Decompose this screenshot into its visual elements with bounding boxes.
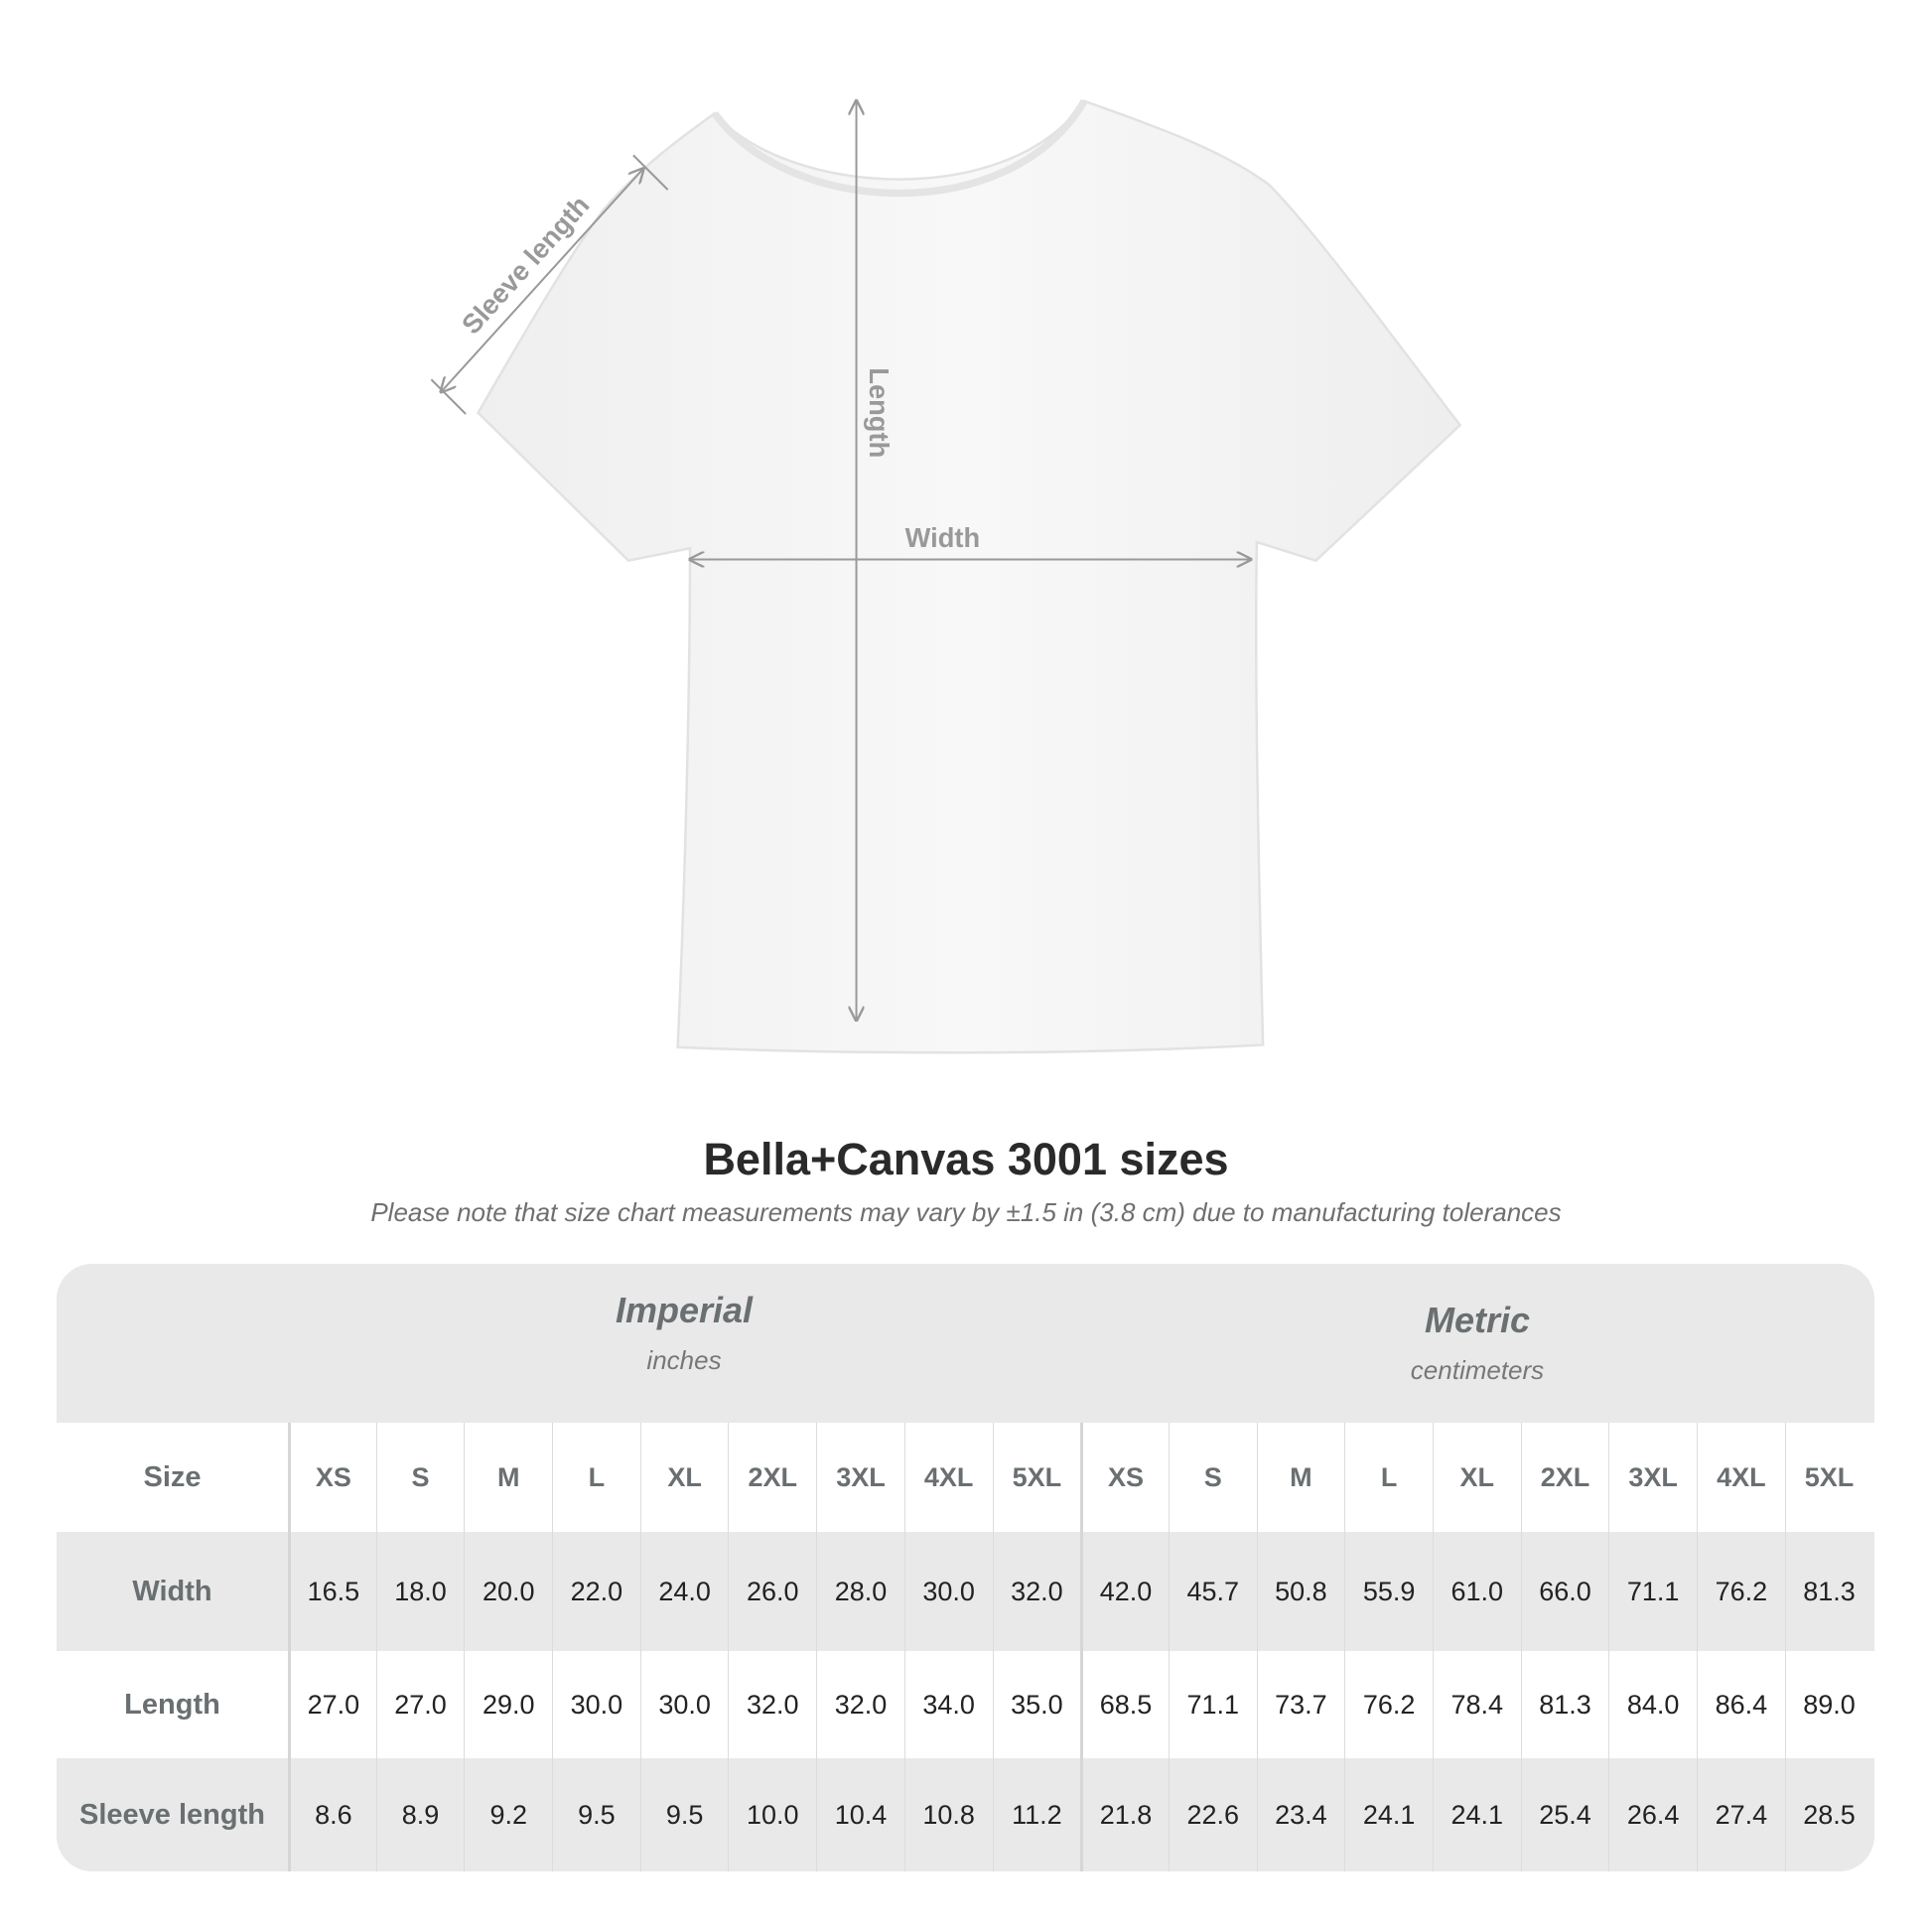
imperial-value-cell: 16.5	[288, 1532, 376, 1651]
metric-value-cell: 22.6	[1168, 1758, 1257, 1871]
metric-value-cell: 76.2	[1344, 1651, 1433, 1758]
table-row: Width 16.5 18.0 20.0 22.0 24.0 26.0 28.0 30.0 32.…	[57, 1532, 1874, 1651]
size-row-label: Size	[143, 1460, 202, 1493]
metric-value-cell: 61.0	[1432, 1532, 1521, 1651]
metric-value-cell: 73.7	[1256, 1651, 1345, 1758]
metric-value-cell: 50.8	[1256, 1532, 1345, 1651]
metric-value-cell: 66.0	[1520, 1532, 1609, 1651]
metric-value-cell: 26.4	[1608, 1758, 1697, 1871]
imperial-value-cell: 10.0	[728, 1758, 816, 1871]
metric-value-cell: 27.4	[1697, 1758, 1785, 1871]
imperial-value-cell: 27.0	[288, 1651, 376, 1758]
metric-value-cell: 21.8	[1080, 1758, 1169, 1871]
metric-value-cell: 23.4	[1256, 1758, 1345, 1871]
metric-value-cell: 89.0	[1784, 1651, 1873, 1758]
imperial-value-cell: 10.8	[903, 1758, 993, 1871]
metric-size-3XL: 3XL	[1608, 1423, 1697, 1532]
imperial-size-S: S	[375, 1423, 465, 1532]
imperial-value-cell: 30.0	[639, 1651, 729, 1758]
imperial-size-4XL: 4XL	[903, 1423, 993, 1532]
imperial-value-cell: 32.0	[992, 1532, 1081, 1651]
imperial-value-cell: 8.9	[375, 1758, 465, 1871]
imperial-value-cell: 8.6	[288, 1758, 376, 1871]
size-header-row: Size XS S M L XL 2XL 3XL 4XL 5XL XS S M L XL 2XL 3XL 4XL 5…	[57, 1423, 1874, 1532]
metric-value-cell: 28.5	[1784, 1758, 1873, 1871]
metric-value-cell: 42.0	[1080, 1532, 1169, 1651]
imperial-size-5XL: 5XL	[992, 1423, 1081, 1532]
row-label: Length	[124, 1688, 220, 1721]
metric-value-cell: 84.0	[1608, 1651, 1697, 1758]
metric-size-2XL: 2XL	[1520, 1423, 1609, 1532]
metric-value-cell: 78.4	[1432, 1651, 1521, 1758]
row-label: Width	[132, 1575, 212, 1607]
imperial-value-cell: 34.0	[903, 1651, 993, 1758]
length-label: Length	[864, 367, 895, 458]
metric-value-cell: 71.1	[1608, 1532, 1697, 1651]
metric-size-M: M	[1256, 1423, 1345, 1532]
imperial-value-cell: 30.0	[552, 1651, 640, 1758]
imperial-size-2XL: 2XL	[728, 1423, 816, 1532]
imperial-value-cell: 26.0	[728, 1532, 816, 1651]
metric-size-5XL: 5XL	[1784, 1423, 1873, 1532]
imperial-value-cell: 29.0	[464, 1651, 552, 1758]
imperial-value-cell: 9.5	[552, 1758, 640, 1871]
imperial-value-cell: 35.0	[992, 1651, 1081, 1758]
imperial-size-XS: XS	[288, 1423, 376, 1532]
metric-size-XL: XL	[1432, 1423, 1521, 1532]
imperial-value-cell: 27.0	[375, 1651, 465, 1758]
metric-value-cell: 25.4	[1520, 1758, 1609, 1871]
imperial-size-M: M	[464, 1423, 552, 1532]
metric-size-L: L	[1344, 1423, 1433, 1532]
metric-title: Metric	[1424, 1300, 1531, 1340]
imperial-size-3XL: 3XL	[816, 1423, 904, 1532]
imperial-value-cell: 28.0	[816, 1532, 904, 1651]
imperial-value-cell: 24.0	[639, 1532, 729, 1651]
imperial-size-L: L	[552, 1423, 640, 1532]
imperial-value-cell: 32.0	[816, 1651, 904, 1758]
imperial-value-cell: 10.4	[816, 1758, 904, 1871]
metric-size-XS: XS	[1080, 1423, 1169, 1532]
sleeve-measure-line	[441, 169, 643, 392]
metric-value-cell: 81.3	[1520, 1651, 1609, 1758]
metric-value-cell: 81.3	[1784, 1532, 1873, 1651]
metric-value-cell: 76.2	[1697, 1532, 1785, 1651]
metric-value-cell: 71.1	[1168, 1651, 1257, 1758]
metric-value-cell: 68.5	[1080, 1651, 1169, 1758]
metric-value-cell: 24.1	[1344, 1758, 1433, 1871]
imperial-value-cell: 32.0	[728, 1651, 816, 1758]
tolerance-note: Please note that size chart measurements…	[370, 1197, 1562, 1227]
imperial-value-cell: 9.2	[464, 1758, 552, 1871]
size-table: Imperial inches Metric centimeters Size X…	[57, 1264, 1874, 1871]
metric-value-cell: 45.7	[1168, 1532, 1257, 1651]
imperial-value-cell: 20.0	[464, 1532, 552, 1651]
imperial-value-cell: 9.5	[639, 1758, 729, 1871]
metric-value-cell: 86.4	[1697, 1651, 1785, 1758]
imperial-header: Imperial inches	[288, 1290, 1080, 1376]
imperial-value-cell: 18.0	[375, 1532, 465, 1651]
imperial-value-cell: 11.2	[992, 1758, 1081, 1871]
width-label: Width	[905, 522, 981, 553]
row-label: Sleeve length	[79, 1798, 265, 1831]
table-row: Length 27.0 27.0 29.0 30.0 30.0 32.0 32.0 34.0 35…	[57, 1651, 1874, 1758]
imperial-size-XL: XL	[639, 1423, 729, 1532]
imperial-title: Imperial	[615, 1290, 754, 1330]
metric-size-S: S	[1168, 1423, 1257, 1532]
unit-header-band: Imperial inches Metric centimeters	[57, 1264, 1874, 1423]
table-row: Sleeve length 8.6 8.9 9.2 9.5 9.5 10.0 10.4 10.8…	[57, 1758, 1874, 1871]
metric-value-cell: 55.9	[1344, 1532, 1433, 1651]
imperial-value-cell: 30.0	[903, 1532, 993, 1651]
metric-unit: centimeters	[1410, 1355, 1545, 1385]
page-title: Bella+Canvas 3001 sizes	[703, 1134, 1229, 1184]
metric-header: Metric centimeters	[1080, 1300, 1874, 1386]
metric-size-4XL: 4XL	[1697, 1423, 1785, 1532]
tshirt-body	[476, 99, 1462, 1054]
metric-value-cell: 24.1	[1432, 1758, 1521, 1871]
imperial-unit: inches	[646, 1345, 722, 1375]
imperial-value-cell: 22.0	[552, 1532, 640, 1651]
